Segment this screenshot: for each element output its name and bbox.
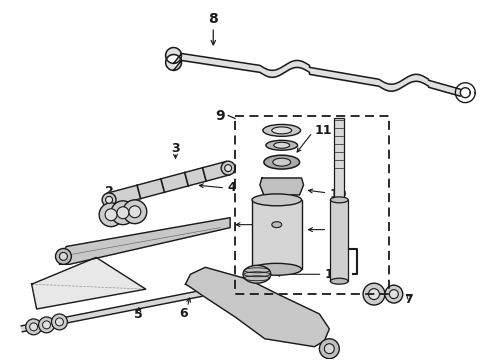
Ellipse shape xyxy=(368,289,379,300)
Ellipse shape xyxy=(117,207,129,219)
Ellipse shape xyxy=(123,200,147,224)
Ellipse shape xyxy=(390,290,398,298)
Ellipse shape xyxy=(319,339,339,359)
Polygon shape xyxy=(260,178,303,195)
Bar xyxy=(252,200,301,269)
Polygon shape xyxy=(32,257,146,309)
Ellipse shape xyxy=(363,283,385,305)
Ellipse shape xyxy=(243,265,271,283)
Ellipse shape xyxy=(55,318,63,326)
Text: 4: 4 xyxy=(228,181,237,194)
Ellipse shape xyxy=(324,344,334,354)
Text: 8: 8 xyxy=(208,12,218,26)
Ellipse shape xyxy=(264,155,299,169)
Ellipse shape xyxy=(30,323,38,331)
Ellipse shape xyxy=(330,197,348,203)
Bar xyxy=(235,116,389,294)
Ellipse shape xyxy=(99,203,123,227)
Polygon shape xyxy=(185,267,329,347)
Polygon shape xyxy=(107,161,230,207)
Ellipse shape xyxy=(221,161,235,175)
Ellipse shape xyxy=(263,125,300,136)
Ellipse shape xyxy=(274,142,290,148)
Text: 3: 3 xyxy=(171,142,180,155)
Ellipse shape xyxy=(385,285,403,303)
Ellipse shape xyxy=(102,193,116,207)
Ellipse shape xyxy=(266,140,297,150)
Ellipse shape xyxy=(105,196,113,203)
Ellipse shape xyxy=(39,317,54,333)
Ellipse shape xyxy=(51,314,68,330)
Text: 1: 1 xyxy=(268,218,276,231)
Ellipse shape xyxy=(43,321,50,329)
Text: 13: 13 xyxy=(324,268,342,281)
Text: 6: 6 xyxy=(179,307,188,320)
Text: 9: 9 xyxy=(216,108,225,122)
Polygon shape xyxy=(59,218,230,264)
Ellipse shape xyxy=(25,319,42,335)
Ellipse shape xyxy=(252,194,301,206)
Text: 10: 10 xyxy=(329,188,347,201)
Ellipse shape xyxy=(272,127,292,134)
Ellipse shape xyxy=(59,252,68,260)
Bar xyxy=(330,200,348,281)
Ellipse shape xyxy=(330,278,348,284)
Ellipse shape xyxy=(129,206,141,218)
Bar xyxy=(334,118,344,203)
Text: 5: 5 xyxy=(134,309,143,321)
Text: 12: 12 xyxy=(329,223,347,236)
Text: 2: 2 xyxy=(105,185,113,198)
Ellipse shape xyxy=(224,165,232,172)
Ellipse shape xyxy=(55,248,72,264)
Text: 11: 11 xyxy=(315,124,332,137)
Ellipse shape xyxy=(105,209,117,221)
Ellipse shape xyxy=(252,264,301,275)
Ellipse shape xyxy=(273,158,291,166)
Text: 7: 7 xyxy=(404,293,413,306)
Ellipse shape xyxy=(272,222,282,228)
Polygon shape xyxy=(21,283,239,332)
Ellipse shape xyxy=(111,201,135,225)
